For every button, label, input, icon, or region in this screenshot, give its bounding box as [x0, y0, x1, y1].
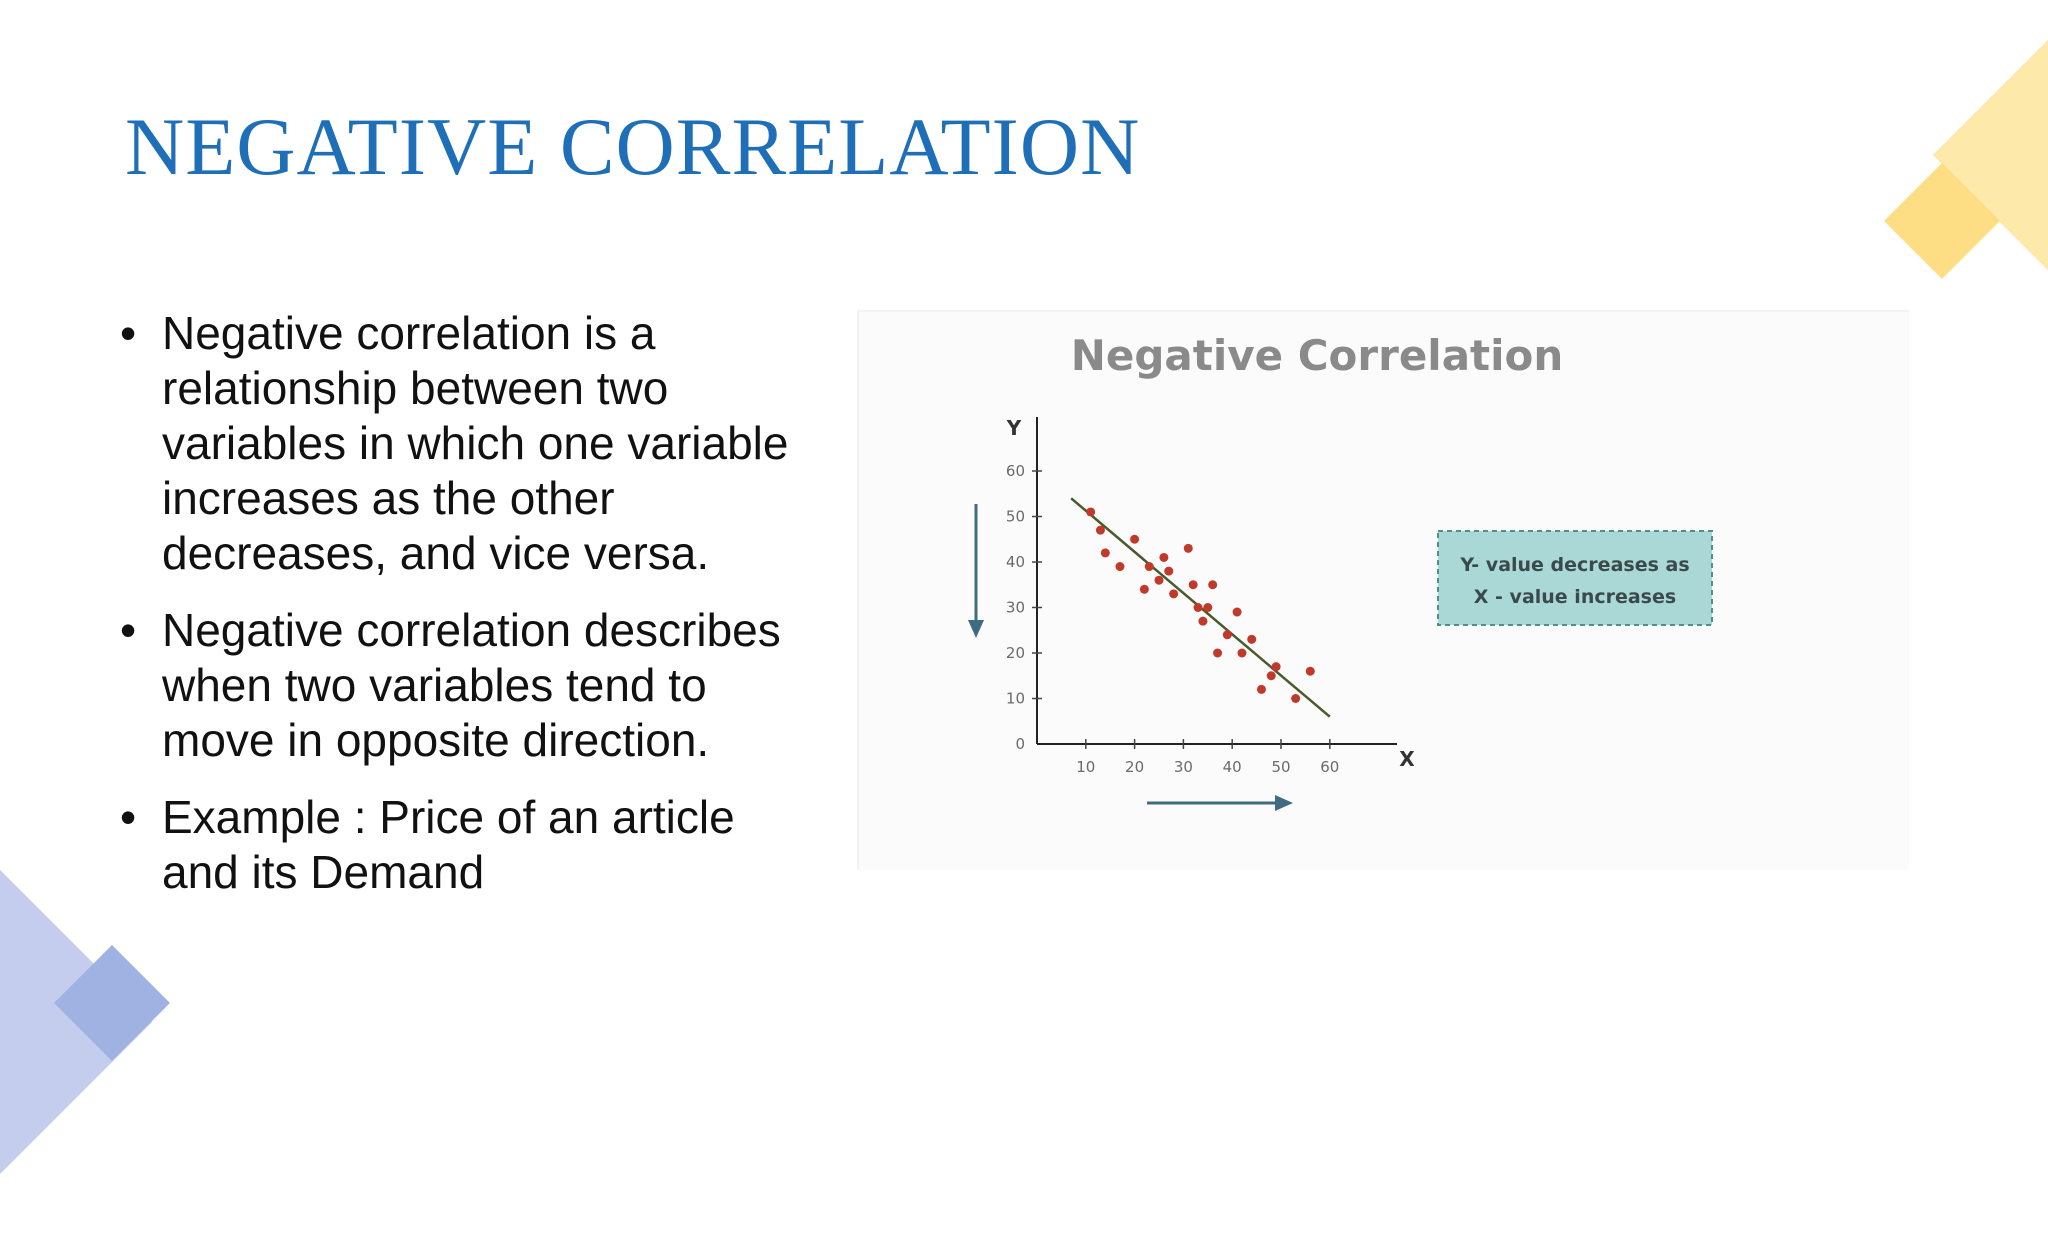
- data-point: [1154, 575, 1164, 585]
- chart-title: Negative Correlation: [1071, 331, 1564, 380]
- bullet-text: Negative correlation describes when two …: [162, 604, 781, 766]
- bullet-text: Example : Price of an article and its De…: [162, 791, 735, 898]
- x-increase-arrow-head: [1275, 795, 1293, 811]
- data-point: [1130, 534, 1140, 544]
- data-point: [1247, 634, 1257, 644]
- bullet-item: • Negative correlation is a relationship …: [120, 306, 800, 581]
- data-point: [1208, 580, 1218, 590]
- data-point: [1271, 662, 1281, 672]
- data-point: [1266, 671, 1276, 681]
- chart-image-panel: Negative Correlation Y X 0 10 20 30 40 50 60 10 20 3…: [857, 310, 1909, 870]
- data-point: [1139, 584, 1149, 594]
- x-tick-label: 30: [1174, 758, 1193, 776]
- bullet-list: • Negative correlation is a relationship …: [120, 306, 800, 922]
- x-tick-label: 40: [1223, 758, 1242, 776]
- data-point: [1291, 694, 1301, 703]
- data-point: [1169, 589, 1179, 599]
- y-tick-label: 50: [1006, 508, 1025, 526]
- y-tick-label: 40: [1006, 553, 1025, 571]
- bullet-icon: •: [120, 791, 137, 843]
- y-tick-label: 0: [1015, 735, 1025, 753]
- slide-title: NEGATIVE CORRELATION: [125, 101, 1141, 192]
- y-tick-label: 30: [1006, 599, 1025, 617]
- y-decrease-arrow-head: [968, 620, 984, 638]
- data-point: [1203, 603, 1213, 612]
- bullet-icon: •: [120, 604, 137, 656]
- bullet-icon: •: [120, 307, 137, 359]
- data-point: [1198, 616, 1208, 626]
- data-point: [1183, 543, 1193, 553]
- y-axis-label: Y: [1006, 416, 1022, 440]
- x-tick-label: 20: [1125, 758, 1144, 776]
- data-point: [1222, 630, 1232, 640]
- annotation-line-2: X - value increases: [1474, 586, 1676, 608]
- y-tick-label: 10: [1006, 690, 1025, 708]
- data-point: [1237, 648, 1247, 658]
- y-tick-label: 60: [1006, 462, 1025, 480]
- data-point: [1100, 548, 1110, 558]
- data-point: [1086, 507, 1096, 517]
- data-point: [1193, 603, 1203, 612]
- y-tick-label: 20: [1006, 644, 1025, 662]
- data-point: [1144, 562, 1154, 572]
- x-tick-label: 60: [1320, 758, 1339, 776]
- data-point: [1232, 607, 1242, 617]
- bullet-item: • Negative correlation describes when two…: [120, 603, 800, 768]
- data-point: [1115, 562, 1125, 572]
- data-point: [1256, 684, 1266, 694]
- x-axis-label: X: [1399, 747, 1415, 771]
- data-point: [1188, 580, 1198, 590]
- bullet-item: • Example : Price of an article and its D…: [120, 790, 800, 900]
- x-tick-label: 50: [1271, 758, 1290, 776]
- annotation-box: [1437, 530, 1713, 626]
- x-tick-label: 10: [1076, 758, 1095, 776]
- data-point: [1305, 666, 1315, 676]
- data-point: [1159, 552, 1169, 562]
- annotation-line-1: Y- value decreases as: [1459, 554, 1689, 576]
- data-point: [1164, 566, 1174, 576]
- scatter-chart: Negative Correlation Y X 0 10 20 30 40 50 60 10 20 3…: [968, 331, 1713, 811]
- bullet-text: Negative correlation is a relationship b…: [162, 307, 789, 579]
- data-point: [1213, 648, 1223, 658]
- data-point: [1095, 525, 1105, 535]
